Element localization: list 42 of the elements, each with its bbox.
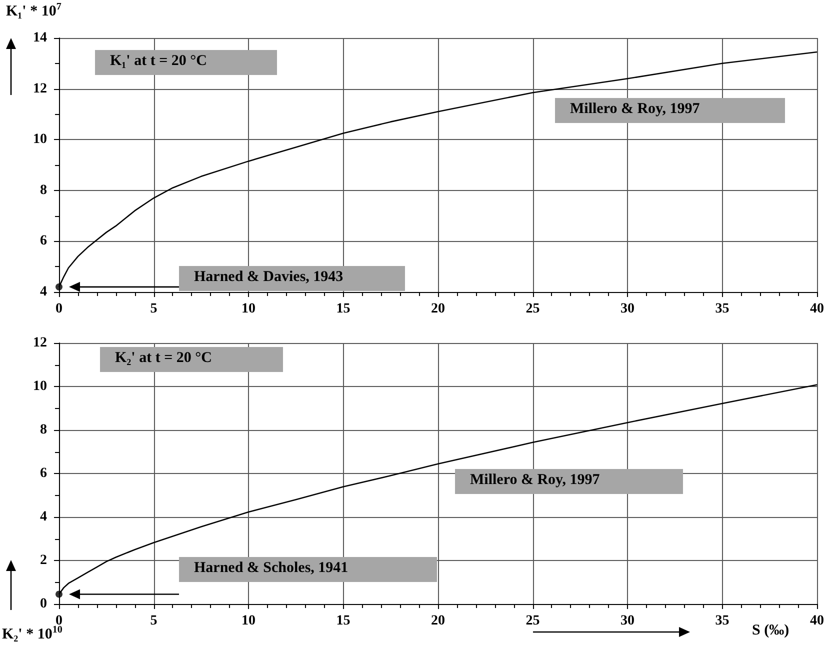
label-box: K₂' at t = 20 °C bbox=[100, 347, 283, 372]
y-tick-label: 4 bbox=[40, 284, 47, 300]
x-tick-label: 5 bbox=[150, 614, 158, 628]
annotation: Harned & Davies, 1943 bbox=[194, 269, 344, 285]
label-box: Harned & Scholes, 1941 bbox=[179, 557, 437, 582]
x-tick-label: 20 bbox=[431, 614, 445, 628]
y-tick-label: 12 bbox=[33, 336, 47, 350]
x-axis-title: S (‰) bbox=[752, 622, 790, 638]
x-tick-label: 40 bbox=[810, 302, 824, 316]
x-tick-label: 0 bbox=[56, 302, 62, 316]
x-tick-label: 35 bbox=[715, 302, 730, 316]
label-box: Millero & Roy, 1997 bbox=[455, 469, 683, 494]
x-tick-label: 35 bbox=[715, 614, 730, 628]
label-box: Millero & Roy, 1997 bbox=[555, 98, 785, 123]
y-tick-label: 10 bbox=[33, 379, 47, 394]
x-tick-label: 30 bbox=[620, 614, 634, 628]
y-tick-label: 10 bbox=[33, 132, 47, 148]
label-box: K₁' at t = 20 °C bbox=[95, 50, 277, 75]
chart-title: K₂' at t = 20 °C bbox=[115, 350, 212, 366]
y-tick-label: 14 bbox=[33, 30, 47, 46]
y-tick-label: 0 bbox=[40, 596, 47, 612]
y-tick-label: 8 bbox=[40, 182, 47, 198]
x-tick-label: 25 bbox=[526, 614, 540, 628]
x-tick-label: 40 bbox=[810, 614, 824, 628]
x-tick-label: 25 bbox=[526, 302, 540, 316]
x-tick-label: 10 bbox=[242, 302, 256, 316]
y-tick-label: 4 bbox=[40, 510, 47, 524]
x-tick-label: 20 bbox=[431, 302, 445, 316]
y-tick-label: 8 bbox=[40, 422, 47, 438]
x-tick-label: 10 bbox=[242, 614, 256, 628]
x-tick-label: 30 bbox=[620, 302, 634, 316]
y-tick-label: 6 bbox=[40, 234, 47, 249]
x-tick-label: 15 bbox=[336, 302, 350, 316]
annotation: Harned & Scholes, 1941 bbox=[194, 560, 348, 576]
y-tick-label: 6 bbox=[40, 466, 47, 481]
x-tick-label: 15 bbox=[336, 614, 350, 628]
y-tick-label: 12 bbox=[33, 81, 47, 96]
series-label: Millero & Roy, 1997 bbox=[470, 472, 600, 488]
label-box: Harned & Davies, 1943 bbox=[179, 266, 405, 291]
y-tick-label: 2 bbox=[40, 553, 47, 568]
series-label: Millero & Roy, 1997 bbox=[570, 101, 700, 117]
x-tick-label: 5 bbox=[150, 302, 158, 316]
